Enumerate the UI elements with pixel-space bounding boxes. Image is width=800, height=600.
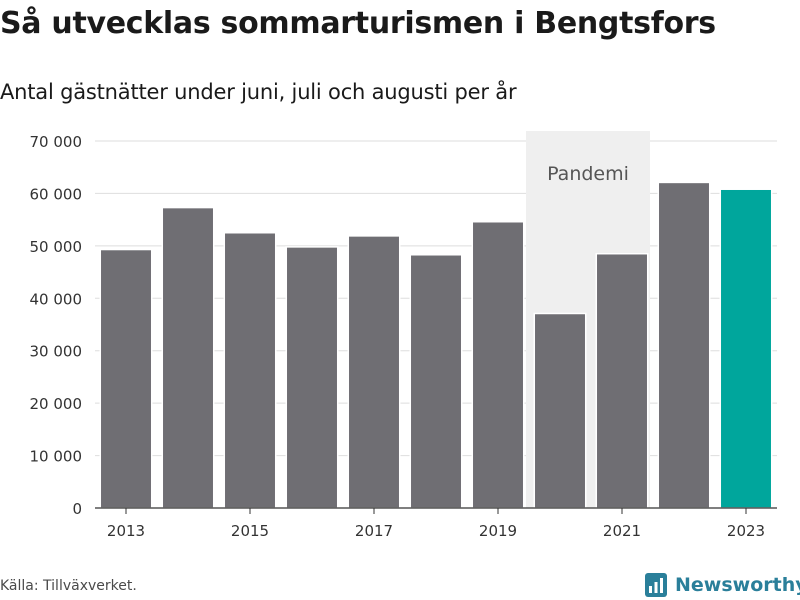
brand-name: Newsworthy bbox=[675, 574, 800, 596]
y-tick-label: 10 000 bbox=[30, 448, 83, 466]
bar-2013 bbox=[99, 248, 153, 509]
x-tick-label: 2013 bbox=[107, 522, 145, 540]
bar-2023 bbox=[719, 188, 773, 509]
shaded-region-label: Pandemi bbox=[547, 163, 629, 185]
bar-2020 bbox=[533, 312, 587, 509]
y-tick-label: 40 000 bbox=[30, 290, 83, 308]
bar-2022 bbox=[657, 181, 711, 509]
bar-2018 bbox=[409, 254, 463, 509]
source-note: Källa: Tillväxverket. bbox=[0, 578, 137, 594]
bar-2017 bbox=[347, 235, 401, 509]
y-tick-label: 70 000 bbox=[30, 133, 83, 151]
x-tick-label: 2023 bbox=[727, 522, 765, 540]
y-tick-label: 50 000 bbox=[30, 238, 83, 256]
y-tick-label: 0 bbox=[72, 500, 82, 518]
newsworthy-logo-icon bbox=[645, 573, 667, 597]
y-tick-label: 60 000 bbox=[30, 185, 83, 203]
x-tick-label: 2021 bbox=[603, 522, 641, 540]
y-tick-label: 20 000 bbox=[30, 395, 83, 413]
y-tick-label: 30 000 bbox=[30, 343, 83, 361]
x-tick-label: 2019 bbox=[479, 522, 517, 540]
bar-2014 bbox=[161, 206, 215, 509]
chart-title: Så utvecklas sommarturismen i Bengtsfors bbox=[0, 6, 716, 41]
brand-logo: Newsworthy bbox=[645, 570, 800, 600]
x-tick-label: 2015 bbox=[231, 522, 269, 540]
bars bbox=[99, 181, 773, 509]
bar-2021 bbox=[595, 252, 649, 509]
axes: 0 10 000 20 000 30 000 40 000 50 000 60 000 70 … bbox=[30, 133, 777, 540]
x-tick-label: 2017 bbox=[355, 522, 393, 540]
bar-2019 bbox=[471, 220, 525, 509]
chart-subtitle: Antal gästnätter under juni, juli och au… bbox=[0, 80, 517, 104]
bar-2015 bbox=[223, 232, 277, 509]
bar-2016 bbox=[285, 246, 339, 509]
